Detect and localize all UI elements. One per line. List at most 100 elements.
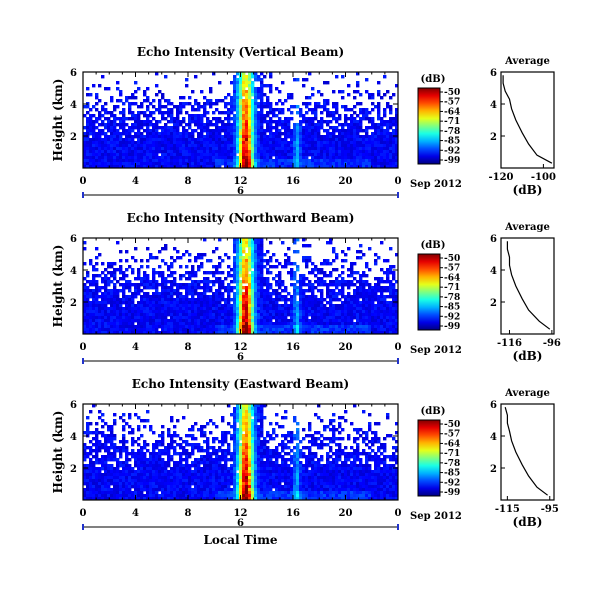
heatmap-cell bbox=[305, 153, 309, 157]
heatmap-cell bbox=[128, 313, 132, 317]
heatmap-cell bbox=[200, 153, 204, 157]
heatmap-cell bbox=[299, 156, 303, 160]
heatmap-cell bbox=[269, 102, 273, 106]
heatmap-cell bbox=[320, 162, 324, 166]
heatmap-cell bbox=[305, 105, 309, 109]
heatmap-cell bbox=[308, 310, 312, 314]
heatmap-cell bbox=[236, 132, 240, 136]
heatmap-cell bbox=[350, 153, 354, 157]
heatmap-cell bbox=[335, 117, 339, 121]
heatmap-cell bbox=[215, 271, 219, 275]
heatmap-cell bbox=[155, 153, 159, 157]
heatmap-cell bbox=[209, 153, 213, 157]
heatmap-cell bbox=[248, 413, 252, 417]
heatmap-cell bbox=[215, 156, 219, 160]
heatmap-cell bbox=[323, 165, 327, 169]
heatmap-cell bbox=[185, 298, 189, 302]
heatmap-cell bbox=[146, 144, 150, 148]
heatmap-cell bbox=[371, 108, 375, 112]
heatmap-cell bbox=[341, 307, 345, 311]
heatmap-cell bbox=[290, 283, 294, 287]
heatmap-cell bbox=[362, 437, 366, 441]
heatmap-cell bbox=[101, 313, 105, 317]
heatmap-cell bbox=[386, 277, 390, 281]
heatmap-cell bbox=[239, 256, 243, 260]
heatmap-cell bbox=[305, 159, 309, 163]
heatmap-cell bbox=[245, 322, 249, 326]
heatmap-cell bbox=[209, 325, 213, 329]
heatmap-cell bbox=[290, 437, 294, 441]
heatmap-cell bbox=[242, 298, 246, 302]
heatmap-cell bbox=[170, 147, 174, 151]
heatmap-cell bbox=[245, 108, 249, 112]
heatmap-cell bbox=[233, 150, 237, 154]
heatmap-cell bbox=[233, 126, 237, 130]
heatmap-cell bbox=[260, 135, 264, 139]
heatmap-cell bbox=[377, 135, 381, 139]
heatmap-cell bbox=[365, 437, 369, 441]
heatmap-cell bbox=[326, 123, 330, 127]
heatmap-cell bbox=[377, 319, 381, 323]
heatmap-cell bbox=[227, 153, 231, 157]
heatmap-cell bbox=[158, 159, 162, 163]
heatmap-cell bbox=[365, 262, 369, 266]
heatmap-cell bbox=[263, 292, 267, 296]
heatmap-cell bbox=[221, 162, 225, 166]
heatmap-cell bbox=[254, 280, 258, 284]
heatmap-cell bbox=[152, 271, 156, 275]
heatmap-cell bbox=[86, 159, 90, 163]
heatmap-cell bbox=[230, 144, 234, 148]
heatmap-cell bbox=[89, 162, 93, 166]
heatmap-cell bbox=[380, 120, 384, 124]
heatmap-cell bbox=[209, 298, 213, 302]
heatmap-cell bbox=[311, 162, 315, 166]
heatmap-cell bbox=[179, 147, 183, 151]
heatmap-cell bbox=[113, 301, 117, 305]
heatmap-cell bbox=[362, 150, 366, 154]
heatmap-cell bbox=[368, 301, 372, 305]
heatmap-cell bbox=[287, 262, 291, 266]
heatmap-cell bbox=[263, 141, 267, 145]
heatmap-cell bbox=[293, 165, 297, 169]
heatmap-cell bbox=[242, 307, 246, 311]
heatmap-cell bbox=[125, 286, 129, 290]
heatmap-cell bbox=[203, 126, 207, 130]
heatmap-cell bbox=[146, 410, 150, 414]
heatmap-cell bbox=[182, 307, 186, 311]
heatmap-cell bbox=[251, 304, 255, 308]
heatmap-cell bbox=[377, 422, 381, 426]
heatmap-cell bbox=[299, 280, 303, 284]
heatmap-cell bbox=[203, 431, 207, 435]
heatmap-cell bbox=[302, 78, 306, 82]
heatmap-cell bbox=[320, 123, 324, 127]
heatmap-cell bbox=[89, 328, 93, 332]
heatmap-cell bbox=[155, 120, 159, 124]
heatmap-cell bbox=[269, 123, 273, 127]
heatmap-cell bbox=[326, 156, 330, 160]
heatmap-cell bbox=[293, 292, 297, 296]
heatmap-cell bbox=[323, 310, 327, 314]
heatmap-cell bbox=[308, 286, 312, 290]
heatmap-cell bbox=[254, 165, 258, 169]
heatmap-cell bbox=[302, 162, 306, 166]
heatmap-cell bbox=[260, 434, 264, 438]
heatmap-cell bbox=[305, 111, 309, 115]
heatmap-cell bbox=[119, 159, 123, 163]
heatmap-cell bbox=[344, 150, 348, 154]
heatmap-cell bbox=[110, 147, 114, 151]
heatmap-cell bbox=[221, 322, 225, 326]
heatmap-cell bbox=[101, 434, 105, 438]
heatmap-cell bbox=[158, 126, 162, 130]
heatmap-cell bbox=[224, 156, 228, 160]
heatmap-cell bbox=[353, 428, 357, 432]
profile-x-tick-label: -120 bbox=[488, 172, 513, 183]
heatmap-cell bbox=[110, 328, 114, 332]
heatmap-cell bbox=[134, 144, 138, 148]
heatmap-cell bbox=[317, 123, 321, 127]
heatmap-cell bbox=[275, 120, 279, 124]
heatmap-cell bbox=[359, 316, 363, 320]
heatmap-cell bbox=[110, 265, 114, 269]
heatmap-cell bbox=[197, 322, 201, 326]
heatmap-cell bbox=[245, 147, 249, 151]
heatmap-cell bbox=[275, 138, 279, 142]
